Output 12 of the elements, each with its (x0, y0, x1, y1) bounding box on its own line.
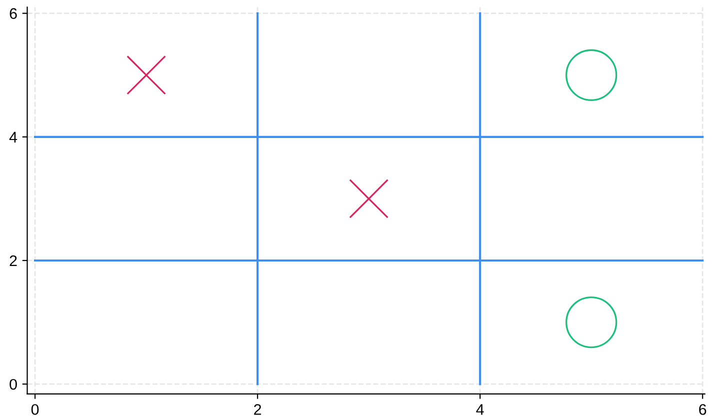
x-tick-label: 4 (476, 404, 484, 415)
y-tick-label: 6 (10, 8, 17, 20)
x-tick-label: 6 (699, 404, 706, 415)
x-tick-label: 2 (254, 404, 262, 415)
y-tick-label: 4 (9, 132, 18, 142)
point (349, 179, 388, 218)
y-tick-label: 0 (10, 378, 17, 390)
point (565, 296, 618, 348)
y-tick-label: 2 (10, 255, 17, 266)
x-tick-label: 0 (31, 404, 39, 415)
point (565, 49, 618, 101)
point (126, 56, 166, 95)
